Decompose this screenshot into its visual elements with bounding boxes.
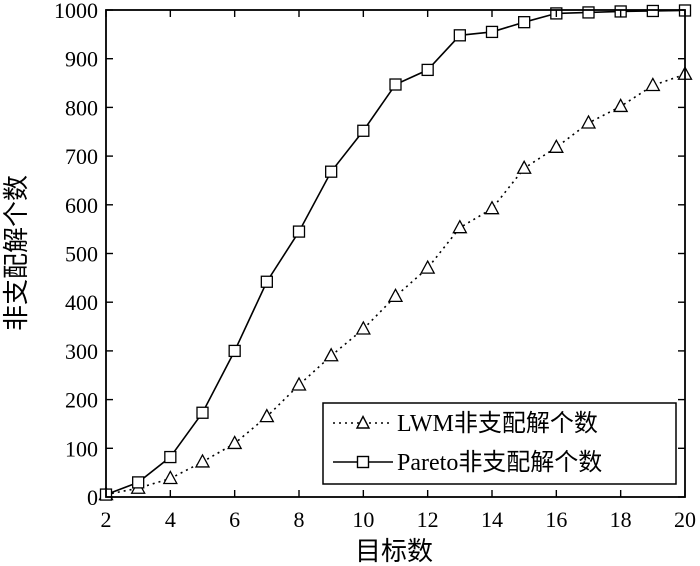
- data-point-lwm: [452, 219, 468, 234]
- y-tick-label: 800: [65, 95, 98, 120]
- data-point-pareto: [260, 275, 273, 288]
- legend-label-pareto: Pareto非支配解个数: [397, 449, 602, 476]
- x-tick-label: 16: [545, 507, 567, 532]
- data-point-lwm: [291, 376, 307, 391]
- data-point-pareto: [453, 29, 466, 42]
- data-point-lwm: [323, 347, 339, 362]
- legend-marker-square-icon: [356, 455, 370, 469]
- x-tick-label: 20: [674, 507, 696, 532]
- data-point-pareto: [646, 4, 659, 18]
- legend: LWM非支配解个数 Pareto非支配解个数: [322, 402, 677, 485]
- legend-box: [322, 402, 677, 485]
- x-tick-label: 14: [481, 507, 503, 532]
- y-tick-label: 500: [65, 242, 98, 267]
- data-point-pareto: [389, 78, 402, 91]
- data-point-pareto: [292, 225, 306, 238]
- x-tick-label: 4: [165, 507, 176, 532]
- y-tick-label: 400: [65, 290, 98, 315]
- data-point-lwm: [387, 287, 404, 303]
- data-point-pareto: [228, 344, 241, 358]
- y-tick-label: 100: [65, 436, 98, 461]
- y-tick-label: 900: [65, 47, 98, 72]
- x-tick-label: 10: [352, 507, 374, 532]
- data-point-pareto: [196, 406, 209, 419]
- legend-label-lwm: LWM非支配解个数: [397, 410, 598, 437]
- data-point-pareto: [132, 476, 145, 489]
- data-point-lwm: [162, 470, 178, 485]
- y-tick-label: 300: [65, 339, 98, 364]
- data-point-lwm: [420, 259, 436, 274]
- data-point-pareto: [325, 165, 338, 178]
- data-point-pareto: [164, 450, 177, 464]
- legend-item-pareto: Pareto非支配解个数: [333, 449, 602, 476]
- data-point-lwm: [580, 114, 597, 129]
- y-tick-label: 0: [87, 485, 98, 510]
- x-tick-label: 6: [229, 507, 240, 532]
- x-tick-label: 12: [417, 507, 439, 532]
- legend-marker-triangle-icon: [355, 414, 371, 429]
- data-point-lwm: [645, 77, 661, 92]
- data-point-pareto: [485, 25, 499, 39]
- data-point-lwm: [548, 138, 564, 153]
- y-tick-label: 600: [65, 193, 98, 218]
- series-layer: [98, 4, 693, 501]
- data-point-lwm: [259, 408, 275, 423]
- y-axis-title: 非支配解个数: [2, 175, 32, 331]
- data-point-lwm: [613, 98, 629, 113]
- y-tick-label: 1000: [54, 0, 98, 23]
- data-point-pareto: [421, 63, 434, 77]
- legend-item-lwm: LWM非支配解个数: [333, 410, 598, 437]
- y-tick-label: 200: [65, 388, 98, 413]
- y-tick-label: 700: [65, 144, 98, 169]
- data-point-lwm: [484, 200, 500, 215]
- x-axis-title: 目标数: [355, 537, 433, 566]
- axis-layer: 2 4 6 8 10 12 14 16 18 20010020030040050060070080…: [54, 0, 696, 532]
- data-point-lwm: [227, 435, 243, 450]
- data-point-pareto: [582, 6, 595, 19]
- x-tick-label: 18: [610, 507, 632, 532]
- data-point-lwm: [355, 320, 371, 335]
- data-point-lwm: [194, 453, 211, 468]
- data-point-pareto: [357, 124, 370, 137]
- data-point-pareto: [518, 16, 531, 29]
- data-point-lwm: [516, 159, 532, 174]
- x-tick-label: 2: [101, 507, 112, 532]
- x-tick-label: 8: [294, 507, 305, 532]
